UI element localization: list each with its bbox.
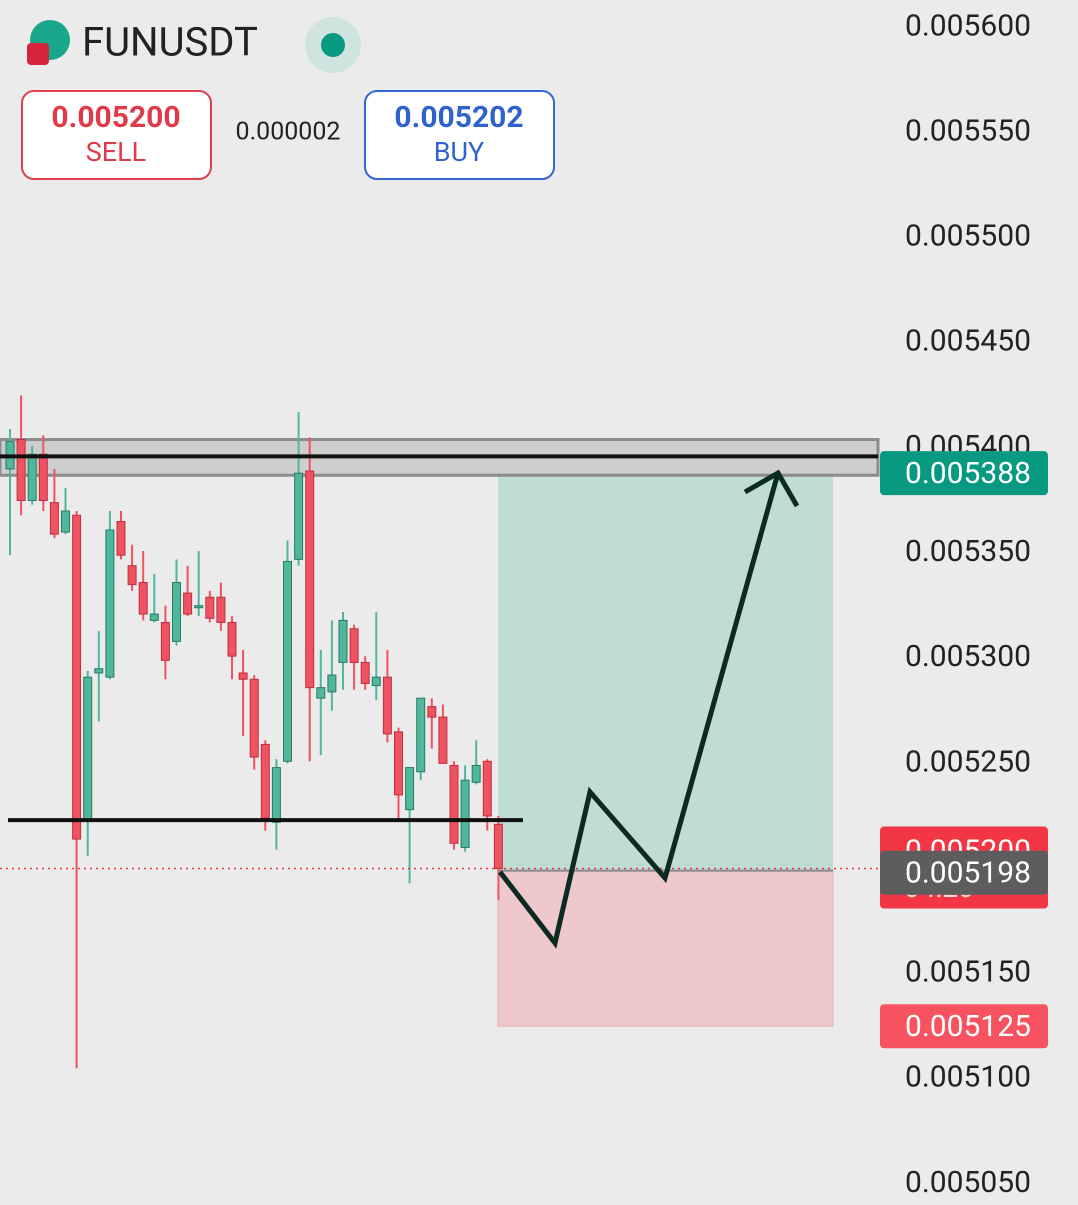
candle-body (405, 767, 415, 811)
candle-body (183, 592, 193, 615)
candle-body (238, 672, 248, 680)
y-tick-label: 0.005350 (905, 534, 1031, 569)
price-label: 0.005198 (905, 856, 1031, 891)
buy-label: BUY (434, 136, 485, 168)
candle-body (205, 596, 215, 619)
header: FUNUSDT 0.005200 SELL 0.000002 0.005202 … (21, 17, 555, 180)
candle-body (316, 687, 326, 699)
candle-body (94, 668, 104, 674)
price-label: 0.005388 (905, 456, 1031, 491)
candle-body (394, 731, 403, 796)
price-label: 0.005125 (905, 1009, 1031, 1044)
candle-body (305, 470, 315, 689)
buy-price: 0.005202 (394, 100, 523, 135)
candle-body (449, 764, 459, 844)
plot (0, 395, 880, 1069)
candle-body (61, 510, 70, 533)
candle-body (227, 621, 237, 657)
candle-body (194, 605, 204, 609)
y-tick-label: 0.005250 (905, 744, 1031, 779)
candle-body (149, 613, 159, 621)
candle-body (172, 582, 181, 642)
buy-button[interactable] (364, 90, 555, 180)
candle-body (416, 697, 426, 773)
candle-body (72, 514, 82, 840)
y-tick-label: 0.005550 (905, 113, 1031, 148)
projection-arrow (498, 472, 781, 949)
spread: 0.000002 (236, 118, 341, 147)
price-label-box (880, 850, 1048, 895)
candle-body (360, 661, 370, 684)
candle-body (249, 678, 259, 758)
candle-body (160, 621, 170, 661)
candle-body (482, 760, 492, 817)
sell-label: SELL (86, 136, 146, 168)
candle-body (16, 439, 26, 502)
candle-body (105, 529, 115, 678)
candle-body (271, 767, 281, 823)
candle-body (294, 472, 304, 560)
candle-body (327, 674, 337, 693)
candle-body (138, 582, 148, 615)
candle-body (260, 743, 270, 819)
candle-body (283, 560, 292, 762)
y-tick-label: 0.005150 (905, 955, 1031, 990)
stop-zone (497, 870, 834, 1027)
candle-body (83, 676, 93, 821)
status-dot (321, 33, 345, 57)
arrow-head (743, 469, 800, 508)
y-tick-label: 0.005100 (905, 1060, 1031, 1095)
candle-body (38, 453, 48, 502)
logo-badge (27, 43, 49, 65)
candle-body (460, 779, 470, 848)
sell-price: 0.005200 (51, 100, 180, 135)
sell-button[interactable] (21, 90, 212, 180)
y-tick-label: 0.005050 (905, 1165, 1031, 1200)
candle-body (338, 619, 348, 663)
candle-body (438, 716, 448, 764)
candle-body (493, 823, 503, 870)
candle-body (349, 628, 359, 663)
candle-body (427, 706, 437, 718)
candle-body (216, 596, 226, 623)
candle-body (127, 565, 137, 586)
candle-body (471, 764, 481, 783)
price-label-box (880, 451, 1048, 496)
candle-body (116, 521, 126, 556)
candle-body (27, 453, 37, 502)
target-zone (498, 473, 833, 871)
candle-body (382, 676, 392, 735)
price-label-box (880, 1004, 1048, 1049)
y-tick-label: 0.005600 (905, 8, 1031, 43)
y-tick-label: 0.005300 (905, 639, 1031, 674)
y-tick-label: 0.005500 (905, 219, 1031, 254)
candle-body (371, 676, 381, 687)
price-axis: 0.0056000.0055500.0055000.0054500.005400… (880, 8, 1048, 1200)
candle-body (49, 502, 59, 535)
y-tick-label: 0.005450 (905, 324, 1031, 359)
symbol: FUNUSDT (82, 19, 258, 66)
